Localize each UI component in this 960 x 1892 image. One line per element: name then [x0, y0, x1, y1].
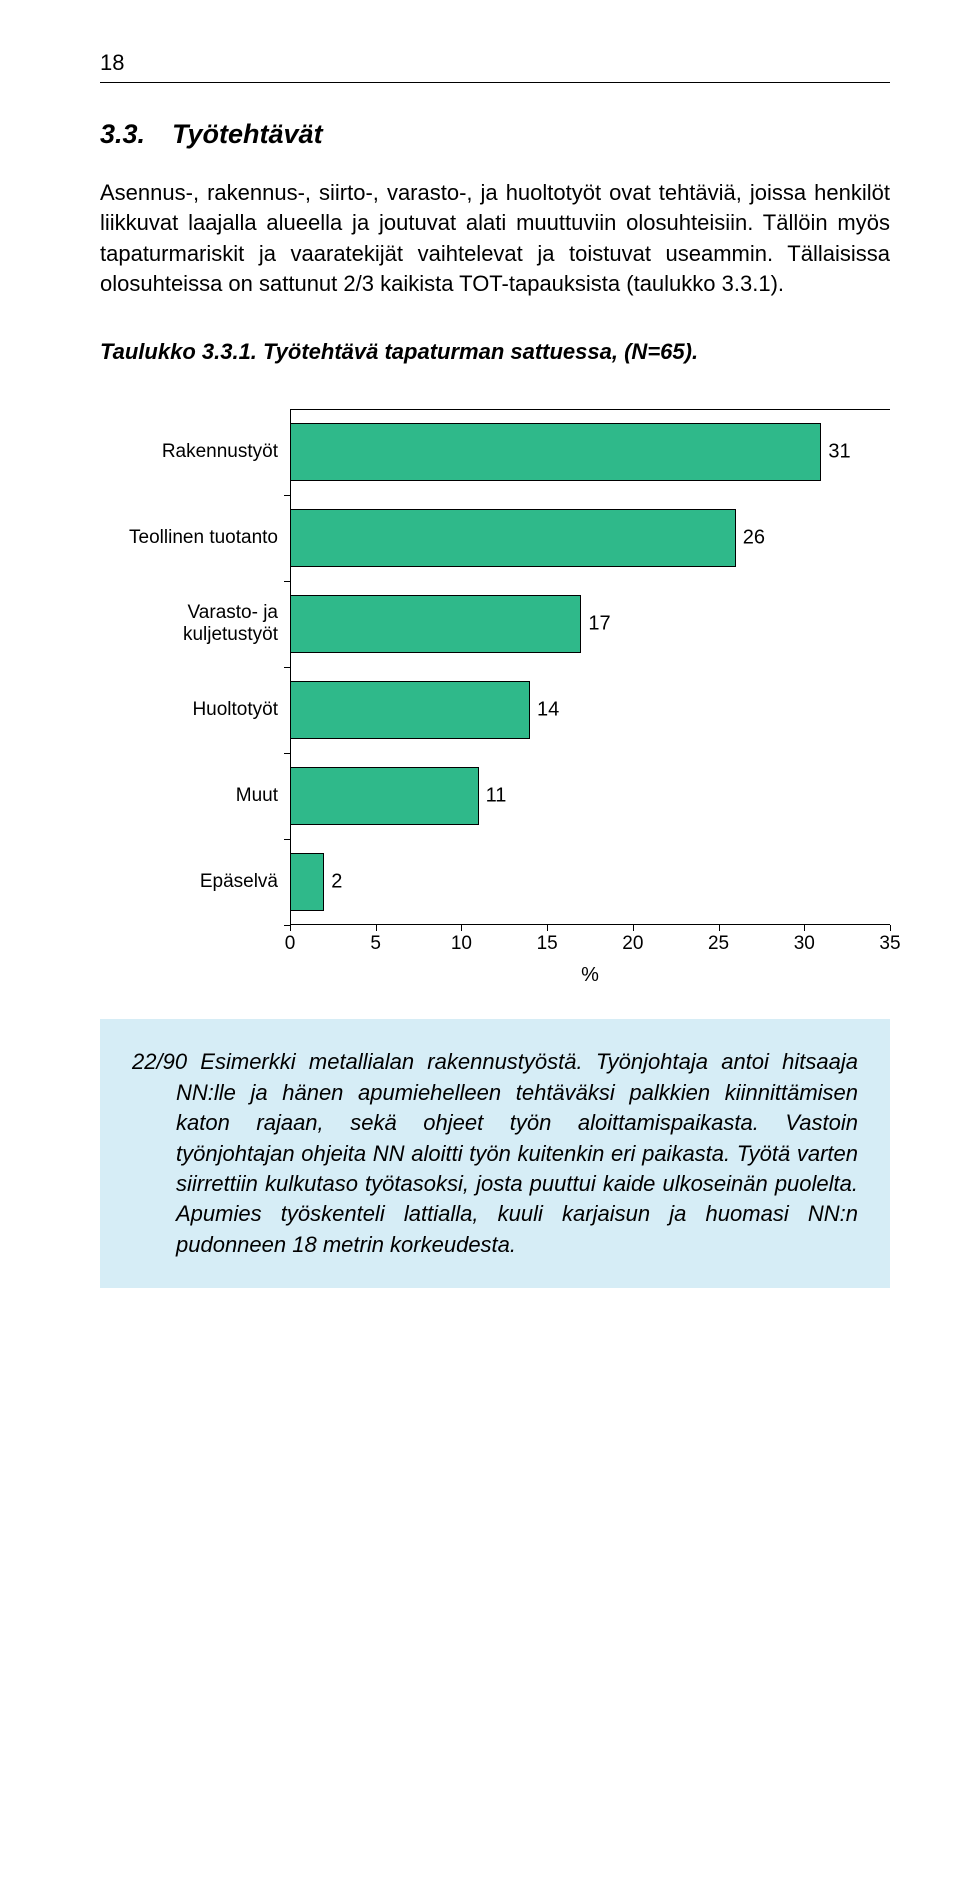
bar-row: Rakennustyöt31	[290, 409, 890, 495]
bar: 2	[290, 853, 324, 911]
y-tick	[284, 925, 290, 926]
x-axis-title: %	[581, 964, 599, 987]
bar-row: Epäselvä2	[290, 839, 890, 925]
category-label: Rakennustyöt	[98, 442, 278, 464]
bar-row: Varasto- jakuljetustyöt17	[290, 581, 890, 667]
x-tick-label: 10	[451, 933, 472, 955]
x-tick-label: 0	[285, 933, 296, 955]
bar-chart: 05101520253035 % Rakennustyöt31Teollinen…	[100, 409, 890, 929]
category-label: Varasto- jakuljetustyöt	[98, 603, 278, 647]
x-tick	[461, 925, 462, 931]
page-number: 18	[100, 50, 890, 76]
x-tick-label: 30	[794, 933, 815, 955]
category-label: Muut	[98, 786, 278, 808]
category-label: Epäselvä	[98, 872, 278, 894]
x-tick-label: 15	[537, 933, 558, 955]
x-labels-group: 05101520253035	[290, 933, 890, 957]
bar: 14	[290, 681, 530, 739]
callout-text: 22/90 Esimerkki metallialan rakennustyös…	[132, 1047, 858, 1260]
bar: 31	[290, 423, 821, 481]
x-tick	[547, 925, 548, 931]
bar-row: Teollinen tuotanto26	[290, 495, 890, 581]
section-heading: 3.3. Työtehtävät	[100, 119, 890, 150]
page: 18 3.3. Työtehtävät Asennus-, rakennus-,…	[0, 0, 960, 1892]
x-tick-label: 25	[708, 933, 729, 955]
bar-value-label: 2	[331, 871, 342, 894]
bar-value-label: 31	[828, 441, 850, 464]
example-callout: 22/90 Esimerkki metallialan rakennustyös…	[100, 1019, 890, 1288]
bar: 11	[290, 767, 479, 825]
x-tick-label: 35	[879, 933, 900, 955]
x-tick	[633, 925, 634, 931]
x-tick-label: 5	[370, 933, 381, 955]
x-tick	[290, 925, 291, 931]
x-tick	[804, 925, 805, 931]
x-tick-label: 20	[622, 933, 643, 955]
top-rule	[100, 82, 890, 83]
bar-row: Huoltotyöt14	[290, 667, 890, 753]
bar-value-label: 14	[537, 699, 559, 722]
bar-value-label: 17	[588, 613, 610, 636]
section-body: Asennus-, rakennus-, siirto-, varasto-, …	[100, 178, 890, 299]
table-caption: Taulukko 3.3.1. Työtehtävä tapaturman sa…	[100, 339, 890, 365]
x-tick	[376, 925, 377, 931]
bar-value-label: 11	[486, 785, 507, 808]
x-ticks-group	[290, 925, 890, 931]
x-tick	[719, 925, 720, 931]
bar: 26	[290, 509, 736, 567]
bar-value-label: 26	[743, 527, 765, 550]
bar-row: Muut11	[290, 753, 890, 839]
x-tick	[890, 925, 891, 931]
plot-region: 05101520253035 % Rakennustyöt31Teollinen…	[290, 409, 890, 925]
bar: 17	[290, 595, 581, 653]
category-label: Teollinen tuotanto	[98, 528, 278, 550]
category-label: Huoltotyöt	[98, 700, 278, 722]
